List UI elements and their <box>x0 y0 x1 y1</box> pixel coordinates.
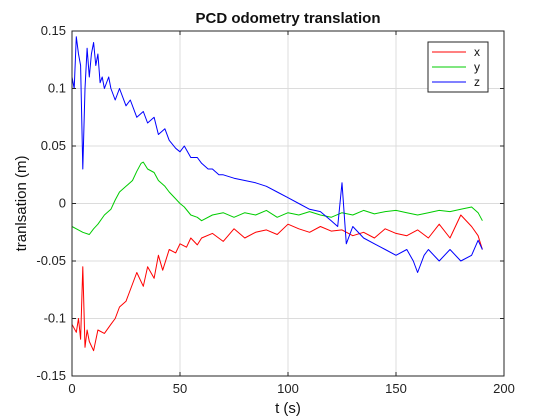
legend-label-y: y <box>474 60 480 74</box>
y-tick-label: 0.15 <box>41 23 66 38</box>
legend: xyz <box>427 41 489 93</box>
y-tick-label: -0.15 <box>36 368 66 383</box>
x-axis-label: t (s) <box>275 400 301 417</box>
tick-marks <box>71 30 505 377</box>
y-tick-label: 0.1 <box>48 81 66 96</box>
series-line-z <box>71 36 483 273</box>
y-tick-labels: -0.15 -0.1 -0.05 0 0.05 0.1 0.15 <box>36 23 66 383</box>
series-line-x <box>71 214 483 352</box>
series-layer <box>71 36 483 352</box>
x-tick-label: 100 <box>277 381 299 396</box>
chart-title: PCD odometry translation <box>195 10 380 27</box>
x-tick-labels: 0 50 100 150 200 <box>68 381 514 396</box>
x-tick-label: 50 <box>173 381 187 396</box>
y-tick-label: -0.05 <box>36 253 66 268</box>
x-tick-label: 0 <box>68 381 75 396</box>
x-tick-label: 150 <box>385 381 407 396</box>
legend-label-z: z <box>474 75 480 89</box>
y-tick-label: -0.1 <box>44 311 66 326</box>
series-line-y <box>71 161 483 235</box>
y-axis-label: tranlsation (m) <box>13 156 30 252</box>
y-tick-label: 0.05 <box>41 138 66 153</box>
legend-label-x: x <box>474 45 480 59</box>
y-tick-label: 0 <box>59 196 66 211</box>
x-tick-label: 200 <box>493 381 515 396</box>
